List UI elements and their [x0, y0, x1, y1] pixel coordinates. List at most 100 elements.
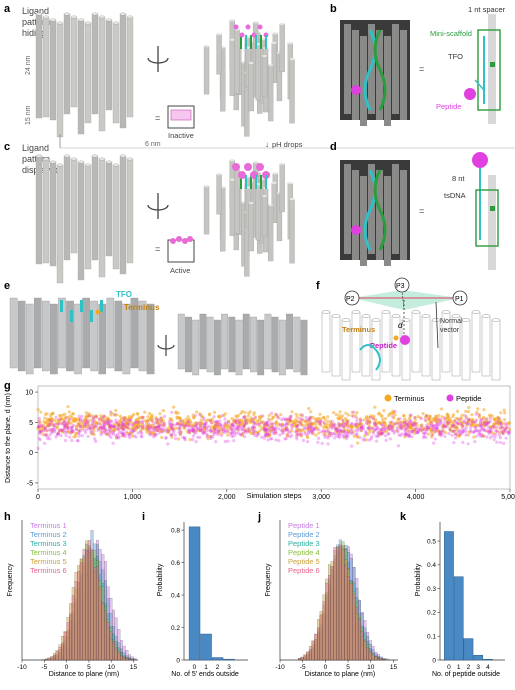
scatter-point-peptide [386, 426, 390, 430]
scatter-point-peptide [416, 431, 420, 435]
scatter-point-peptide [308, 426, 313, 430]
scatter-point-terminus [241, 432, 245, 436]
scatter-point-terminus [458, 419, 462, 424]
hist-bar [58, 647, 62, 661]
scatter-point-terminus [350, 413, 354, 418]
scatter-point-terminus [226, 427, 230, 432]
scatter-point-terminus [441, 428, 445, 432]
scatter-point-peptide [389, 427, 393, 431]
scatter-point-peptide [479, 418, 483, 422]
scatter-point-terminus [210, 421, 214, 425]
scatter-point-terminus [143, 410, 147, 414]
scatter-point-terminus [92, 424, 96, 428]
scatter-point-peptide [75, 439, 80, 443]
scatter-point-terminus [429, 427, 433, 431]
scatter-point-peptide [251, 425, 255, 429]
scatter-point-peptide [281, 430, 286, 435]
scatter-point-terminus [151, 424, 155, 428]
scatter-point-peptide [342, 433, 347, 437]
scatter-point-terminus [128, 431, 132, 435]
scatter-point-peptide [122, 423, 126, 428]
scatter-point-terminus [327, 433, 331, 438]
scatter-point-peptide [304, 415, 308, 420]
scatter-point-terminus [217, 415, 221, 419]
md-snapshots [9, 297, 308, 376]
scatter-point-terminus [374, 418, 378, 422]
scatter-point-peptide [356, 428, 360, 432]
scatter-point-peptide [102, 414, 106, 418]
scatter-point-peptide [116, 427, 120, 431]
scatter-point-peptide [112, 412, 117, 417]
scatter-point-peptide [262, 428, 266, 432]
scatter-point-peptide [296, 423, 301, 427]
scatter-point-terminus [393, 413, 397, 417]
scatter-point-terminus [448, 427, 452, 432]
scatter-point-peptide [350, 429, 354, 434]
scatter-point-peptide [71, 429, 75, 434]
scatter-point-peptide [63, 419, 67, 424]
scatter-point-peptide [270, 430, 274, 434]
scatter-point-peptide [309, 421, 313, 425]
scatter-point-peptide [55, 432, 59, 436]
scatter-point-peptide [386, 432, 391, 436]
scatter-point-terminus [161, 424, 165, 428]
scatter-point-peptide [182, 435, 187, 440]
scatter-point-peptide [372, 422, 376, 427]
hist-bar [344, 564, 348, 661]
scatter-point-peptide [298, 416, 302, 421]
hist-bar [366, 647, 370, 661]
scatter-point-terminus [200, 415, 204, 419]
scatter-point-terminus [326, 415, 330, 419]
scatter-point-peptide [215, 419, 219, 423]
scatter-point-peptide [413, 415, 417, 420]
scatter-point-terminus [316, 419, 321, 423]
scatter-point-peptide [333, 423, 337, 427]
scatter-point-peptide [329, 433, 333, 438]
hist-bar [382, 659, 386, 661]
scatter-point-terminus [485, 417, 489, 421]
scatter-point-peptide [215, 432, 220, 436]
scatter-point-peptide [78, 424, 83, 428]
scatter-point-terminus [81, 424, 85, 428]
scatter-point-peptide [193, 413, 197, 418]
scatter-point-peptide [194, 440, 198, 444]
scatter-point-peptide [202, 423, 206, 427]
scatter-point-peptide [153, 425, 158, 430]
scatter-point-peptide [475, 434, 479, 438]
scatter-point-peptide [46, 437, 50, 441]
scatter-point-peptide [273, 429, 277, 434]
scatter-point-peptide [447, 432, 451, 436]
scatter-point-peptide [429, 421, 434, 425]
hist-bar [117, 651, 121, 661]
scatter-point-peptide [422, 431, 426, 435]
scatter-point-terminus [364, 438, 368, 442]
scatter-point-peptide [299, 433, 304, 437]
scatter-point-peptide [471, 430, 476, 435]
scatter-point-terminus [334, 413, 339, 417]
scatter-point-peptide [169, 424, 173, 428]
scatter-point-terminus [421, 411, 425, 416]
scatter-point-peptide [412, 424, 416, 428]
scatter-point-terminus [453, 419, 457, 423]
scatter-point-peptide [253, 433, 257, 437]
scatter-point-peptide [306, 426, 310, 430]
bar-xtick: 1 [204, 664, 208, 671]
scatter-point-peptide [66, 427, 70, 431]
scatter-point-peptide [431, 423, 435, 428]
scatter-point-peptide [265, 421, 269, 425]
scatter-point-peptide [433, 423, 437, 428]
scatter-point-peptide [109, 419, 113, 424]
scatter-point-peptide [237, 421, 241, 425]
scatter-point-peptide [370, 435, 374, 439]
scatter-point-peptide [214, 440, 218, 444]
scatter-point-peptide [475, 429, 479, 433]
scatter-point-terminus [261, 420, 265, 424]
scatter-point-peptide [316, 440, 320, 444]
scatter-point-peptide [232, 439, 236, 443]
hist-bar [133, 659, 137, 661]
hist-bar [101, 602, 105, 661]
scatter-point-peptide [301, 438, 306, 443]
scatter-point-peptide [224, 421, 229, 425]
scatter-point-terminus [174, 426, 179, 430]
scatter-point-peptide [117, 435, 121, 439]
